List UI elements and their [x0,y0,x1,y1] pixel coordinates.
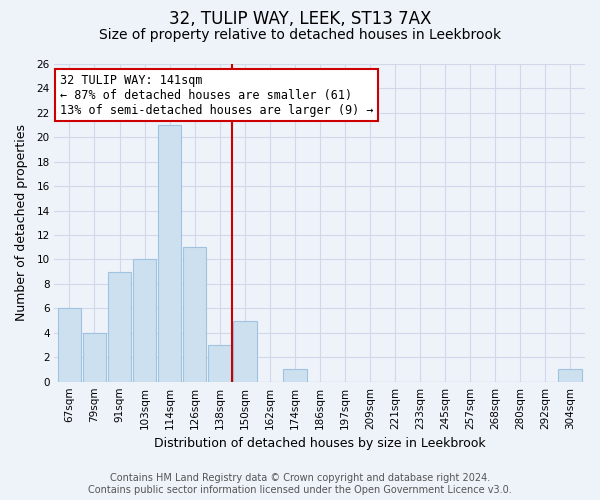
Bar [183,248,206,382]
Bar [133,260,157,382]
Bar [58,308,82,382]
Bar [233,320,257,382]
Text: 32, TULIP WAY, LEEK, ST13 7AX: 32, TULIP WAY, LEEK, ST13 7AX [169,10,431,28]
Text: Contains HM Land Registry data © Crown copyright and database right 2024.
Contai: Contains HM Land Registry data © Crown c… [88,474,512,495]
Bar [283,370,307,382]
Bar [83,333,106,382]
Y-axis label: Number of detached properties: Number of detached properties [15,124,28,322]
Bar [107,272,131,382]
X-axis label: Distribution of detached houses by size in Leekbrook: Distribution of detached houses by size … [154,437,485,450]
Text: 32 TULIP WAY: 141sqm
← 87% of detached houses are smaller (61)
13% of semi-detac: 32 TULIP WAY: 141sqm ← 87% of detached h… [60,74,373,116]
Bar [208,345,232,382]
Bar [158,125,181,382]
Text: Size of property relative to detached houses in Leekbrook: Size of property relative to detached ho… [99,28,501,42]
Bar [558,370,582,382]
